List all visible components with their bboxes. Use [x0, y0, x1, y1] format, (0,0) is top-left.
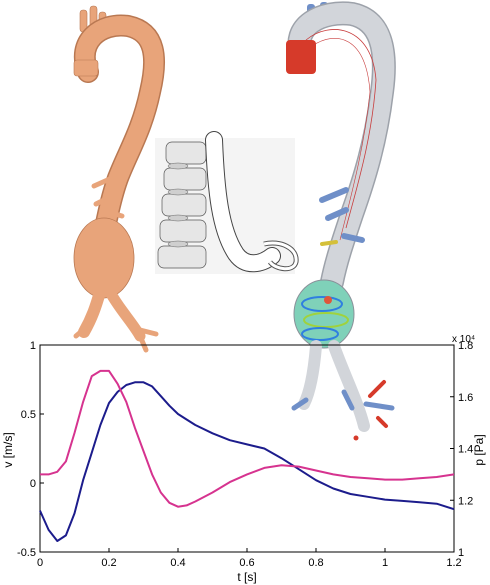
- y-axis-right-label: p [Pa]: [472, 434, 486, 465]
- x-axis-label: t [s]: [237, 570, 256, 584]
- aorta-flow-simulation: [286, 1, 396, 441]
- pressure-series-line: [40, 369, 455, 508]
- x-tick-label: 0.6: [239, 557, 254, 569]
- x-tick-label: 0.2: [101, 557, 116, 569]
- y-left-tick-label: -0.5: [17, 547, 36, 559]
- y-right-tick-label: 1.4: [458, 444, 473, 456]
- y-right-tick-label: 1.8: [458, 340, 473, 352]
- plot-area: [39, 344, 455, 553]
- y-axis-left-label: v [m/s]: [1, 432, 15, 467]
- velocity-series-line: [39, 381, 455, 542]
- velocity-pressure-chart: 0 0.2 0.4 0.6 0.8 1 1.2-0.500.5111.21.41.61.8 …: [1, 334, 486, 584]
- y-left-tick-label: 1: [30, 340, 36, 352]
- spine-and-aorta-scan: [155, 131, 299, 274]
- y-right-tick-label: 1.2: [458, 495, 473, 507]
- x-tick-label: 0.8: [308, 557, 323, 569]
- x-tick-label: 1.2: [446, 557, 461, 569]
- x-tick-label: 1: [382, 557, 388, 569]
- y-left-tick-label: 0.5: [21, 409, 36, 421]
- y-left-tick-label: 0: [30, 478, 36, 490]
- y-axis-right-multiplier: x 10⁴: [452, 334, 475, 345]
- y-right-tick-label: 1.6: [458, 392, 473, 404]
- aorta-geometry-model: [73, 5, 166, 353]
- x-tick-label: 0.4: [170, 557, 185, 569]
- y-right-tick-label: 1: [458, 547, 464, 559]
- x-tick-label: 0: [37, 557, 43, 569]
